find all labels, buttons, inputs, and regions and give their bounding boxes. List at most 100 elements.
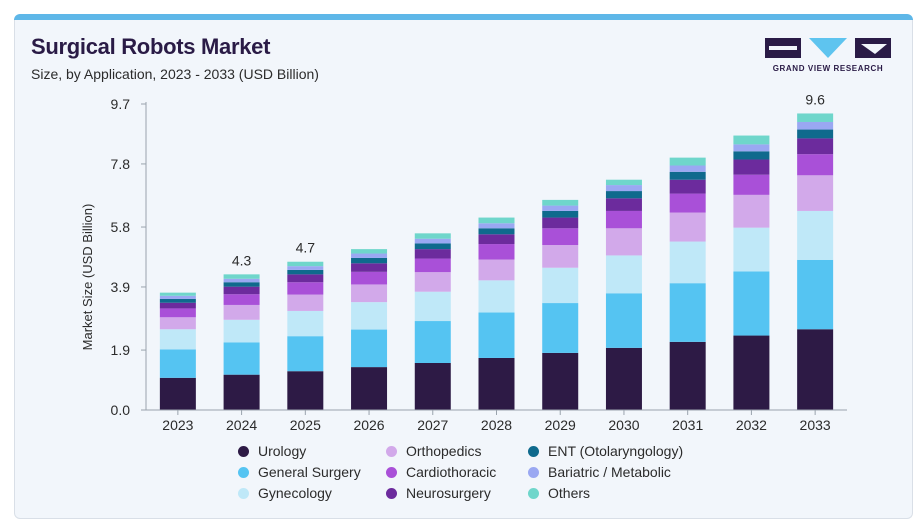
legend-item: ENT (Otolaryngology) — [528, 442, 683, 460]
bar-segment — [159, 377, 196, 410]
bar-segment — [478, 312, 515, 358]
bar-segment — [287, 310, 324, 337]
bar-segment — [542, 199, 579, 206]
bar-segment — [733, 227, 770, 272]
bar-segment — [605, 347, 642, 410]
bar-segment — [223, 374, 260, 410]
bar-segment — [542, 228, 579, 246]
bar-segment — [414, 291, 451, 322]
bar-segment — [351, 329, 388, 368]
bar-segment — [669, 341, 706, 410]
bar-segment — [287, 261, 324, 267]
x-axis: 2023 2024 2025 2026 2027 2028 2029 2030 2031 2032… — [146, 409, 847, 433]
x-tick-label: 2023 — [162, 417, 193, 433]
bar-segment — [797, 121, 834, 130]
bar-segment — [223, 319, 260, 343]
legend-item: General Surgery — [238, 463, 361, 481]
bar-segment — [159, 295, 196, 299]
bar-segment — [733, 271, 770, 336]
bar-segment — [478, 217, 515, 224]
bar-segment — [669, 157, 706, 166]
bar-segment — [478, 280, 515, 313]
bar-2030 — [605, 179, 642, 410]
legend-label: Orthopedics — [406, 443, 482, 459]
bar-segment — [542, 217, 579, 229]
bar-2031 — [669, 157, 706, 410]
legend-label: Urology — [258, 443, 307, 459]
bar-segment — [478, 259, 515, 281]
bar-segment — [605, 191, 642, 199]
chart-title: Surgical Robots Market — [31, 34, 271, 59]
bar-segment — [669, 241, 706, 284]
y-tick-label: 0.0 — [111, 402, 131, 418]
bar-segment — [414, 249, 451, 259]
y-axis: 0.0 1.9 3.9 5.8 7.8 9.7 — [111, 96, 147, 418]
bar-segment — [287, 266, 324, 270]
bar-segment — [351, 253, 388, 258]
logo-text: GRAND VIEW RESEARCH — [772, 64, 884, 73]
bar-segment — [478, 223, 515, 229]
bar-segment — [351, 302, 388, 330]
x-tick-label: 2026 — [353, 417, 384, 433]
bar-segment — [797, 113, 834, 122]
bar-2029 — [542, 199, 579, 410]
bar-segment — [605, 293, 642, 348]
bar-segment — [351, 249, 388, 254]
bar-segment — [797, 329, 834, 410]
y-tick-label: 7.8 — [111, 156, 131, 172]
grand-view-research-logo — [765, 38, 891, 58]
bar-segment — [605, 198, 642, 211]
legend-label: Cardiothoracic — [406, 464, 497, 480]
legend-item: Orthopedics — [386, 442, 481, 460]
legend-swatch — [528, 487, 539, 499]
bar-segment — [478, 234, 515, 245]
accent-top-bar — [14, 14, 913, 20]
y-tick-label: 9.7 — [111, 96, 131, 112]
bar-2025 — [287, 261, 324, 410]
bar-segment — [669, 179, 706, 194]
bar-segment — [351, 257, 388, 264]
x-tick-label: 2027 — [417, 417, 448, 433]
bar-segment — [797, 175, 834, 211]
legend-swatch — [528, 466, 539, 478]
bar-segment — [414, 321, 451, 363]
bar-segment — [797, 138, 834, 155]
bar-segment — [223, 342, 260, 375]
bar-segment — [414, 362, 451, 410]
bar-segment — [478, 357, 515, 410]
bar-segment — [223, 286, 260, 295]
bar-segment — [287, 269, 324, 275]
y-axis-label: Market Size (USD Billion) — [80, 204, 95, 351]
data-label: 4.3 — [232, 252, 252, 268]
bar-segment — [605, 185, 642, 192]
bar-segment — [159, 292, 196, 296]
data-label: 4.7 — [296, 240, 316, 256]
legend-swatch — [386, 466, 397, 478]
bar-segment — [669, 165, 706, 172]
bar-2032 — [733, 135, 770, 410]
bar-2028 — [478, 217, 515, 410]
bar-segment — [351, 367, 388, 410]
logo-block-right-notch — [861, 44, 887, 54]
bar-segment — [542, 205, 579, 211]
legend-label: Others — [548, 485, 591, 501]
bar-segment — [733, 174, 770, 195]
bar-segment — [478, 244, 515, 260]
x-tick-label: 2033 — [800, 417, 831, 433]
legend-swatch — [528, 445, 539, 457]
y-tick-label: 3.9 — [111, 279, 131, 295]
legend-label: General Surgery — [258, 464, 361, 480]
legend-item: Gynecology — [238, 484, 332, 502]
bar-segment — [542, 267, 579, 304]
bar-segment — [542, 303, 579, 353]
legend-swatch — [386, 445, 397, 457]
bar-segment — [478, 228, 515, 235]
bar-segment — [542, 245, 579, 268]
bar-segment — [287, 274, 324, 283]
bar-segment — [797, 154, 834, 176]
logo-block-left-notch — [769, 46, 797, 50]
bar-segment — [797, 210, 834, 260]
legend-label: Bariatric / Metabolic — [548, 464, 671, 480]
bar-segment — [351, 263, 388, 272]
bar-segment — [605, 255, 642, 294]
